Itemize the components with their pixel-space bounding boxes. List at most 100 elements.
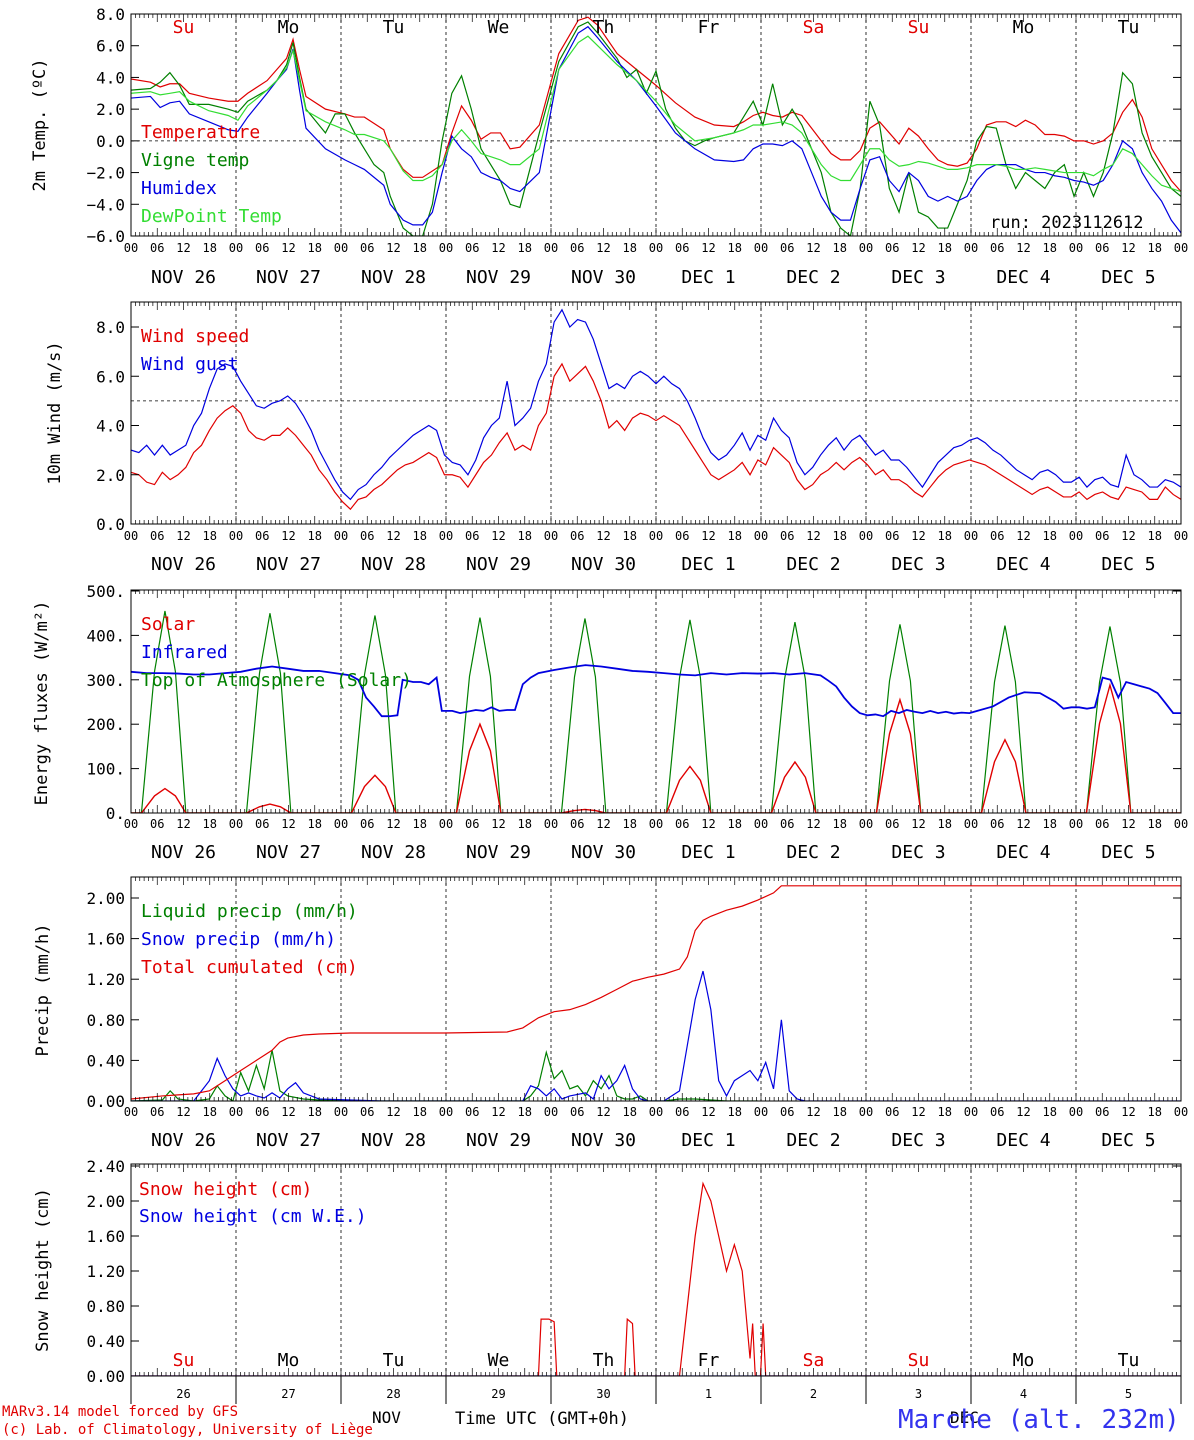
series-line (131, 362, 1181, 511)
hour-tick-label: 00 (1069, 529, 1083, 543)
y-axis-label: 2m Temp. (ºC) (30, 58, 50, 191)
day-name: Su (173, 17, 195, 38)
hour-tick-label: 18 (728, 241, 742, 255)
day-name: We (488, 17, 510, 38)
hour-tick-label: 18 (203, 241, 217, 255)
hour-tick-label: 12 (491, 241, 505, 255)
day-number: 30 (596, 1387, 610, 1401)
hour-tick-label: 12 (491, 529, 505, 543)
date-label: NOV 30 (571, 267, 636, 288)
hour-tick-label: 00 (964, 1105, 978, 1119)
hour-tick-label: 18 (413, 241, 427, 255)
hour-tick-label: 06 (570, 241, 584, 255)
date-label: DEC 3 (891, 267, 945, 288)
date-label: NOV 30 (571, 842, 636, 863)
hour-tick-label: 12 (491, 1105, 505, 1119)
hour-tick-label: 00 (754, 241, 768, 255)
hour-tick-label: 12 (911, 529, 925, 543)
hour-tick-label: 00 (124, 241, 138, 255)
hour-tick-label: 00 (229, 1105, 243, 1119)
day-number: 3 (915, 1387, 922, 1401)
day-name: Fr (698, 17, 720, 38)
hour-tick-label: 00 (124, 817, 138, 831)
date-label: NOV 29 (466, 842, 531, 863)
day-name: Tu (383, 1350, 405, 1371)
date-label: NOV 27 (256, 1130, 321, 1151)
hour-tick-label: 12 (596, 241, 610, 255)
hour-tick-label: 18 (203, 1105, 217, 1119)
hour-tick-label: 18 (728, 529, 742, 543)
hour-tick-label: 18 (938, 241, 952, 255)
y-tick-label: 1.20 (86, 970, 125, 989)
y-tick-label: 0.0 (96, 515, 125, 534)
day-number: 27 (281, 1387, 295, 1401)
date-label: DEC 4 (996, 267, 1050, 288)
hour-tick-label: 06 (465, 241, 479, 255)
y-tick-label: 400. (86, 626, 125, 645)
day-name: Mo (278, 1350, 300, 1371)
legend-entry: DewPoint Temp (141, 206, 282, 227)
hour-tick-label: 00 (649, 1105, 663, 1119)
hour-tick-label: 18 (623, 241, 637, 255)
y-axis-label: 10m Wind (m/s) (45, 341, 65, 484)
day-name: Mo (1013, 17, 1035, 38)
hour-tick-label: 18 (413, 529, 427, 543)
hour-tick-label: 12 (701, 241, 715, 255)
hour-tick-label: 00 (859, 1105, 873, 1119)
date-label: NOV 28 (361, 842, 426, 863)
hour-tick-label: 18 (203, 817, 217, 831)
series-line (131, 970, 1181, 1101)
y-tick-label: 0.40 (86, 1051, 125, 1070)
hour-tick-label: 12 (491, 817, 505, 831)
y-tick-label: 1.60 (86, 1227, 125, 1246)
hour-tick-label: 00 (1069, 817, 1083, 831)
day-number: 26 (176, 1387, 190, 1401)
hour-tick-label: 06 (360, 241, 374, 255)
legend-entry: Humidex (141, 178, 217, 199)
series-line (131, 35, 1181, 193)
hour-tick-label: 18 (308, 529, 322, 543)
legend-entry: Liquid precip (mm/h) (141, 901, 358, 922)
date-label: NOV 27 (256, 267, 321, 288)
date-label: DEC 5 (1101, 554, 1155, 575)
date-label: DEC 5 (1101, 1130, 1155, 1151)
hour-tick-label: 06 (990, 817, 1004, 831)
hour-tick-label: 12 (1016, 529, 1030, 543)
hour-tick-label: 06 (885, 817, 899, 831)
hour-tick-label: 00 (439, 241, 453, 255)
day-name: We (488, 1350, 510, 1371)
hour-tick-label: 12 (281, 241, 295, 255)
day-number: 4 (1020, 1387, 1027, 1401)
hour-tick-label: 00 (229, 529, 243, 543)
legend-entry: Wind speed (141, 326, 249, 347)
date-label: NOV 27 (256, 554, 321, 575)
hour-tick-label: 18 (1148, 1105, 1162, 1119)
day-name: Tu (1118, 1350, 1140, 1371)
legend-entry: Snow precip (mm/h) (141, 929, 336, 950)
date-label: DEC 3 (891, 1130, 945, 1151)
legend-entry: Vigne temp (141, 150, 249, 171)
y-tick-label: 2.00 (86, 889, 125, 908)
hour-tick-label: 12 (596, 529, 610, 543)
y-tick-label: 300. (86, 671, 125, 690)
y-tick-label: −6.0 (86, 227, 125, 246)
hour-tick-label: 06 (570, 1105, 584, 1119)
hour-tick-label: 00 (229, 817, 243, 831)
hour-tick-label: 06 (1095, 817, 1109, 831)
hour-tick-label: 12 (1016, 241, 1030, 255)
hour-tick-label: 18 (833, 529, 847, 543)
series-line (131, 25, 1181, 234)
date-label: NOV 28 (361, 267, 426, 288)
hour-tick-label: 00 (1174, 817, 1188, 831)
hour-tick-label: 06 (675, 529, 689, 543)
hour-tick-label: 06 (465, 817, 479, 831)
hour-tick-label: 00 (544, 817, 558, 831)
hour-tick-label: 18 (623, 817, 637, 831)
y-tick-label: 0.80 (86, 1011, 125, 1030)
hour-tick-label: 18 (623, 529, 637, 543)
day-name: Th (593, 17, 615, 38)
hour-tick-label: 00 (859, 817, 873, 831)
y-tick-label: 0. (106, 804, 125, 823)
day-name: Su (908, 17, 930, 38)
hour-tick-label: 06 (570, 817, 584, 831)
